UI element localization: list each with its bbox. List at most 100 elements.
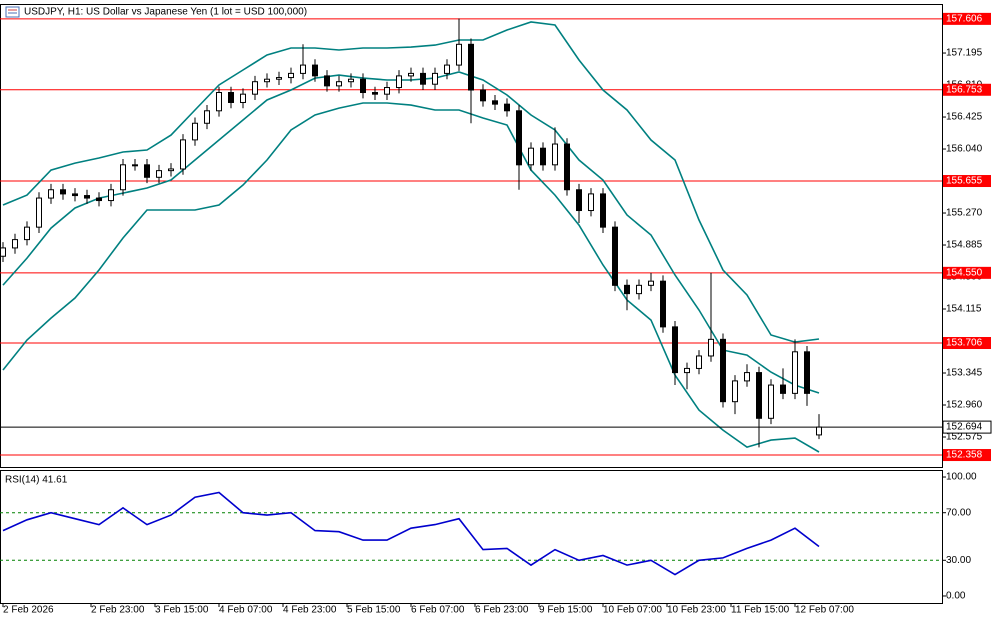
candle-body [588, 193, 594, 212]
indicator-title: RSI(14) 41.61 [5, 475, 68, 486]
candle-body [0, 247, 6, 257]
level-label-box [943, 449, 991, 462]
candle-body [540, 147, 546, 166]
candle-body [636, 284, 642, 295]
level-label-box [943, 83, 991, 96]
candle-body [300, 64, 306, 74]
last-price-box [942, 420, 992, 434]
x-tick-label: 2 Feb 2026 [3, 605, 54, 616]
x-tick-label: 10 Feb 23:00 [667, 605, 726, 616]
candle-body [96, 197, 102, 202]
candle-body [720, 338, 726, 403]
candle-body [660, 280, 666, 328]
y-tick-label: 0.00 [946, 591, 966, 602]
y-tick-label: 152.960 [946, 400, 983, 411]
candle-body [216, 92, 222, 112]
rsi-panel [0, 470, 943, 604]
level-label: 153.706 [946, 338, 983, 349]
level-label: 155.655 [946, 176, 983, 187]
candle-body [252, 81, 258, 95]
y-tick-label: 153.345 [946, 368, 983, 379]
price-panel [0, 4, 943, 468]
level-label-box [943, 337, 991, 350]
x-tick-label: 12 Feb 07:00 [795, 605, 854, 616]
candle-body [696, 355, 702, 369]
candle-body [168, 168, 174, 172]
candle-body [396, 75, 402, 89]
candle-body [552, 143, 558, 166]
candle-body [816, 426, 822, 436]
level-label: 157.606 [946, 14, 983, 25]
candle-body [780, 384, 786, 394]
candle-body [84, 195, 90, 199]
candle-body [516, 110, 522, 166]
level-label-box [943, 12, 991, 25]
candle-body [624, 284, 630, 295]
y-tick-label: 70.00 [946, 507, 971, 518]
candle-body [804, 351, 810, 394]
candle-body [72, 193, 78, 197]
candle-body [156, 170, 162, 178]
candle-body [36, 197, 42, 228]
level-label-box [943, 175, 991, 188]
x-tick-label: 6 Feb 07:00 [411, 605, 465, 616]
line [2, 102, 820, 453]
candle-body [372, 92, 378, 95]
candle-body [612, 226, 618, 286]
candle-body [276, 77, 282, 80]
candle-body [648, 280, 654, 286]
last-price-label: 152.694 [946, 422, 983, 433]
x-tick-label: 11 Feb 15:00 [731, 605, 790, 616]
candle-body [444, 64, 450, 74]
symbol-icon [5, 6, 20, 18]
x-tick-label: 9 Feb 15:00 [539, 605, 593, 616]
x-tick-label: 2 Feb 23:00 [91, 605, 145, 616]
y-tick-label: 154.115 [946, 304, 982, 315]
y-tick-label: 30.00 [946, 555, 971, 566]
candle-body [744, 372, 750, 382]
chart-title: USDJPY, H1: US Dollar vs Japanese Yen (1… [24, 7, 307, 18]
candle-body [768, 384, 774, 419]
candle-body [144, 164, 150, 178]
level-label-box [943, 266, 991, 279]
x-tick-label: 10 Feb 07:00 [603, 605, 662, 616]
candle-body [792, 351, 798, 394]
candle-body [432, 72, 438, 85]
candle-body [324, 75, 330, 87]
candle-body [336, 81, 342, 87]
candle-body [528, 147, 534, 166]
candle-body [204, 110, 210, 124]
y-tick-label: 157.195 [946, 48, 983, 59]
x-tick-label: 3 Feb 15:00 [155, 605, 209, 616]
candle-body [732, 380, 738, 403]
y-tick-label: 152.575 [946, 432, 983, 443]
candle-body [24, 226, 30, 241]
candle-body [228, 92, 234, 103]
x-tick-label: 4 Feb 23:00 [283, 605, 337, 616]
level-label: 154.550 [946, 267, 983, 278]
candle-body [684, 367, 690, 374]
candle-body [708, 338, 714, 357]
candle-body [504, 103, 510, 112]
candle-body [264, 78, 270, 83]
x-tick-label: 5 Feb 15:00 [347, 605, 401, 616]
candle-body [408, 72, 414, 77]
candle-body [132, 164, 138, 167]
candle-body [48, 189, 54, 199]
candle-body [456, 43, 462, 66]
candle-body [120, 164, 126, 191]
candle-body [756, 372, 762, 419]
candle-body [192, 122, 198, 141]
candle-body [384, 87, 390, 95]
candle-body [288, 72, 294, 79]
candle-body [240, 93, 246, 103]
level-label: 156.753 [946, 84, 983, 95]
line [2, 21, 820, 343]
candle-body [480, 89, 486, 102]
x-tick-label: 6 Feb 23:00 [475, 605, 529, 616]
y-tick-label: 156.040 [946, 144, 983, 155]
y-tick-label: 100.00 [946, 472, 977, 483]
y-tick-label: 154.885 [946, 240, 983, 251]
candle-body [12, 239, 18, 249]
